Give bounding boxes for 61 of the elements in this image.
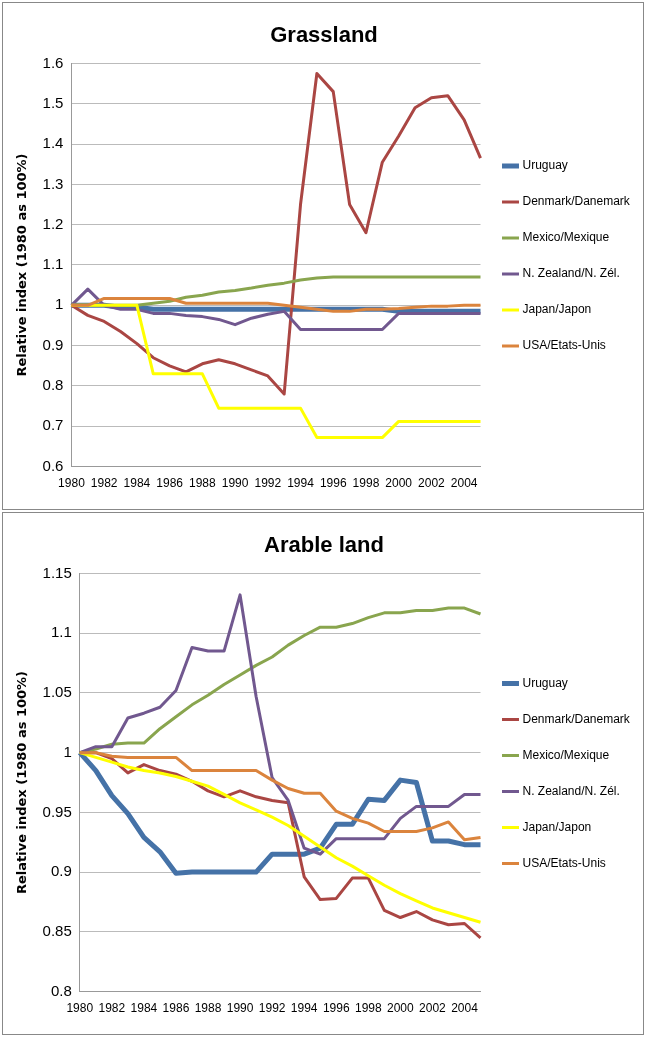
x-tick-label: 1998	[352, 476, 380, 491]
x-tick-label: 2000	[387, 1001, 415, 1016]
y-tick-label: 1.6	[42, 53, 64, 71]
x-tick-label: 1996	[322, 1001, 350, 1016]
y-tick-label: 1	[55, 295, 64, 313]
legend-label: N. Zealand/N. Zél.	[522, 783, 620, 798]
chart-title: Grassland	[270, 22, 378, 48]
y-tick-label: 1.1	[50, 623, 72, 641]
legend-label: Uruguay	[522, 158, 568, 173]
x-tick-label: 1980	[58, 476, 86, 491]
x-tick-label: 1990	[221, 476, 249, 491]
legend-label: Mexico/Mexique	[522, 230, 610, 245]
y-tick-label: 0.9	[50, 862, 72, 880]
y-tick-label: 0.6	[42, 456, 64, 474]
y-tick-label: 0.7	[42, 416, 64, 434]
y-tick-label: 1.15	[42, 563, 72, 581]
y-axis-title: Relative index (1980 as 100%)	[14, 670, 30, 895]
legend-label: USA/Etats-Unis	[522, 855, 606, 870]
x-tick-label: 1988	[189, 476, 217, 491]
y-tick-label: 0.95	[42, 802, 72, 820]
x-tick-label: 2004	[450, 476, 478, 491]
x-tick-label: 2004	[451, 1001, 479, 1016]
x-tick-label: 2002	[419, 1001, 447, 1016]
x-tick-label: 1984	[130, 1001, 158, 1016]
legend-label: Uruguay	[522, 675, 568, 690]
x-tick-label: 2000	[385, 476, 413, 491]
x-tick-label: 1986	[156, 476, 184, 491]
legend-label: Japan/Japon	[522, 819, 592, 834]
x-tick-label: 1994	[290, 1001, 318, 1016]
y-tick-label: 0.9	[42, 335, 64, 353]
y-tick-label: 1.5	[42, 93, 64, 111]
y-tick-label: 0.85	[42, 922, 72, 939]
chart-title: Arable land	[264, 532, 384, 558]
y-tick-label: 0.8	[50, 981, 72, 999]
x-tick-label: 1998	[354, 1001, 382, 1016]
y-tick-label: 1.2	[42, 214, 64, 232]
y-axis-title: Relative index (1980 as 100%)	[14, 153, 30, 377]
x-tick-label: 1992	[258, 1001, 286, 1016]
legend-label: N. Zealand/N. Zél.	[522, 266, 620, 281]
x-tick-label: 1980	[66, 1001, 94, 1016]
x-tick-label: 1996	[319, 476, 347, 491]
y-tick-label: 1	[63, 742, 72, 760]
y-tick-label: 1.05	[42, 683, 72, 701]
legend-label: USA/Etats-Unis	[522, 338, 606, 353]
legend-label: Japan/Japon	[522, 302, 592, 317]
x-tick-label: 1982	[98, 1001, 126, 1016]
x-tick-label: 1994	[287, 476, 315, 491]
legend-label: Mexico/Mexique	[522, 747, 610, 762]
x-tick-label: 1992	[254, 476, 282, 491]
x-tick-label: 1988	[194, 1001, 222, 1016]
x-tick-label: 1982	[90, 476, 118, 491]
y-tick-label: 1.1	[42, 255, 64, 273]
y-tick-label: 0.8	[42, 376, 64, 394]
x-tick-label: 1986	[162, 1001, 190, 1016]
legend-label: Denmark/Danemark	[522, 711, 631, 726]
x-tick-label: 1984	[123, 476, 151, 491]
legend-label: Denmark/Danemark	[522, 194, 631, 209]
y-tick-label: 1.3	[42, 174, 64, 192]
x-tick-label: 1990	[226, 1001, 254, 1016]
y-tick-label: 1.4	[42, 134, 64, 152]
x-tick-label: 2002	[418, 476, 446, 491]
